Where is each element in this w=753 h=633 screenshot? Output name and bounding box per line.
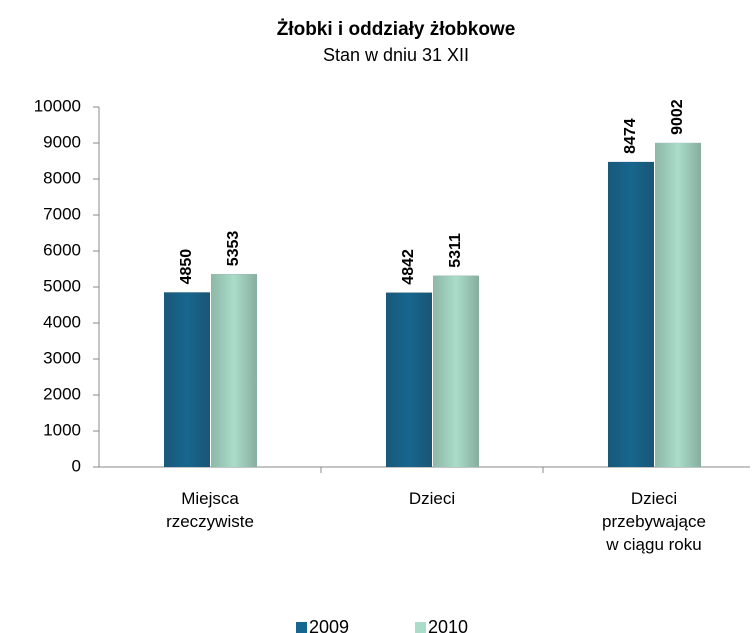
- bar: [608, 161, 654, 467]
- legend-swatch: [296, 622, 307, 633]
- legend-label: 2009: [309, 617, 349, 633]
- data-label: 9002: [669, 99, 686, 135]
- data-label: 4842: [400, 249, 417, 285]
- chart-subtitle: Stan w dniu 31 XII: [323, 45, 469, 65]
- y-tick-label: 0: [72, 456, 81, 475]
- y-tick-label: 3000: [43, 348, 81, 367]
- bar: [655, 142, 701, 468]
- data-label: 5353: [225, 231, 242, 267]
- bar: [433, 275, 479, 467]
- x-tick-label: Miejsca rzeczywiste: [166, 489, 254, 531]
- bar: [164, 292, 210, 467]
- x-tick-label: Dzieci przebywające w ciągu roku: [602, 489, 706, 554]
- y-tick-label: 2000: [43, 384, 81, 403]
- y-tick-label: 7000: [43, 204, 81, 223]
- y-tick-label: 1000: [43, 420, 81, 439]
- legend-swatch: [415, 622, 426, 633]
- legend-label: 2010: [428, 617, 468, 633]
- y-tick-label: 4000: [43, 312, 81, 331]
- bar: [386, 292, 432, 467]
- y-tick-label: 10000: [34, 96, 81, 115]
- y-tick-label: 8000: [43, 168, 81, 187]
- data-label: 4850: [178, 249, 195, 285]
- chart-title: Żłobki i oddziały żłobkowe: [277, 19, 516, 40]
- y-tick-label: 5000: [43, 276, 81, 295]
- y-tick-label: 6000: [43, 240, 81, 259]
- data-label: 8474: [622, 118, 639, 154]
- y-tick-label: 9000: [43, 132, 81, 151]
- bar: [211, 274, 257, 467]
- x-tick-label: Dzieci: [408, 489, 456, 508]
- data-label: 5311: [447, 233, 464, 268]
